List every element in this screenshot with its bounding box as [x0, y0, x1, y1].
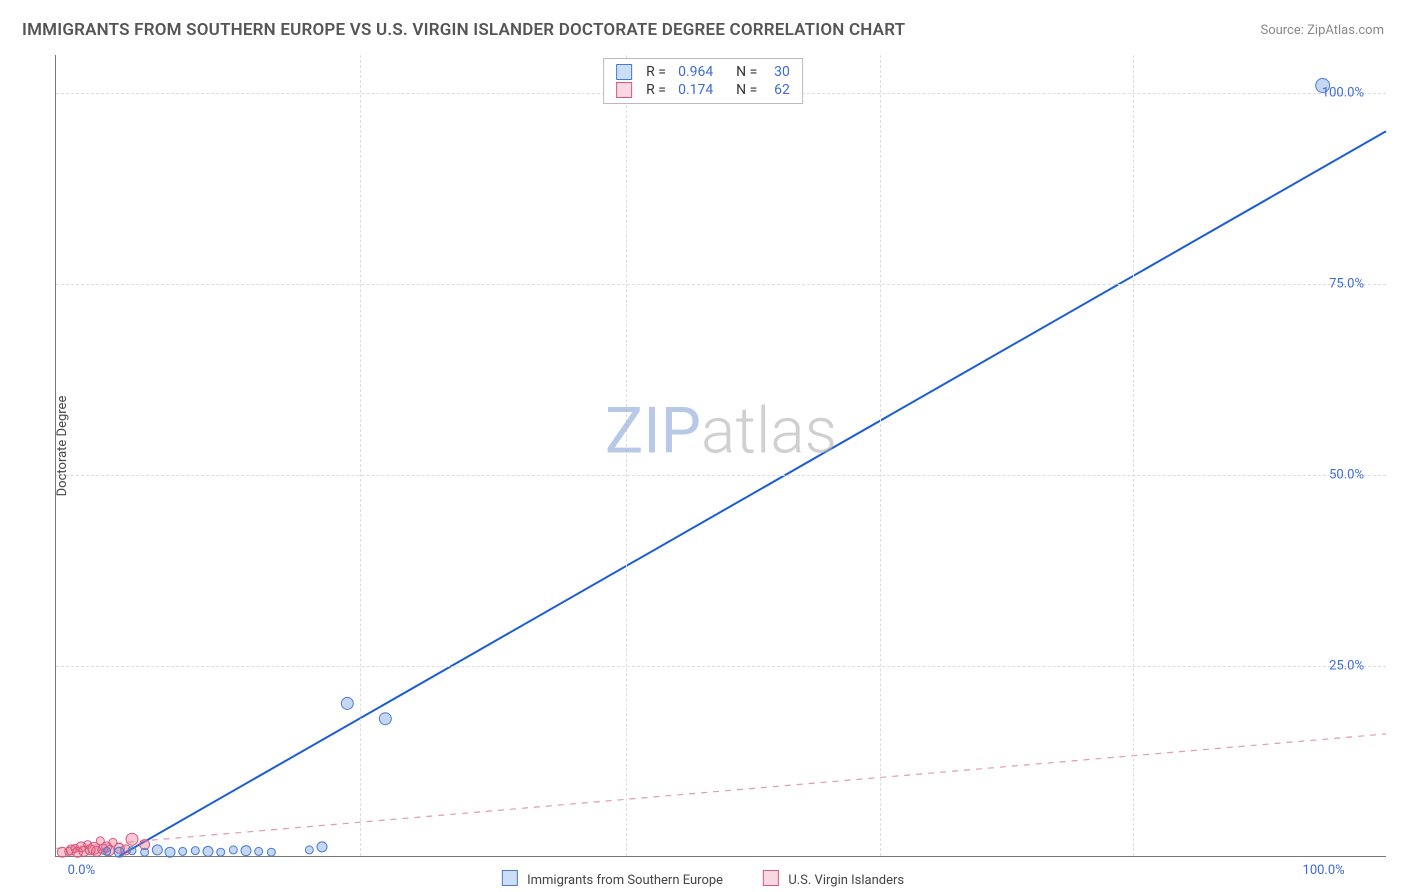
swatch-blue	[616, 64, 632, 80]
stats-legend-box: R = 0.964 N = 30 R = 0.174 N = 62	[603, 58, 803, 104]
y-tick: 75.0%	[1329, 277, 1364, 292]
swatch-pink	[616, 82, 632, 98]
y-tick: 50.0%	[1329, 468, 1364, 483]
stats-r-label: R =	[646, 64, 670, 80]
chart-svg	[56, 55, 1386, 856]
legend-item-blue: Immigrants from Southern Europe	[502, 870, 723, 888]
stats-r-label: R =	[646, 82, 670, 98]
legend-label-pink: U.S. Virgin Islanders	[788, 873, 904, 888]
swatch-blue	[502, 870, 518, 886]
x-tick: 0.0%	[68, 863, 96, 878]
stats-row-pink: R = 0.174 N = 62	[616, 81, 790, 99]
swatch-pink	[763, 870, 779, 886]
chart-plot-area: ZIPatlas 25.0%50.0%75.0%100.0%0.0%100.0%	[55, 55, 1386, 857]
stats-n-value-pink: 62	[774, 82, 790, 98]
legend-label-blue: Immigrants from Southern Europe	[527, 873, 723, 888]
stats-r-value-pink: 0.174	[678, 82, 728, 98]
stats-r-value-blue: 0.964	[678, 64, 728, 80]
legend-item-pink: U.S. Virgin Islanders	[763, 870, 904, 888]
stats-n-value-blue: 30	[774, 64, 790, 80]
stats-n-label: N =	[736, 82, 766, 98]
stats-n-label: N =	[736, 64, 766, 80]
chart-title: IMMIGRANTS FROM SOUTHERN EUROPE VS U.S. …	[22, 20, 905, 40]
x-tick: 100.0%	[1303, 863, 1345, 878]
y-tick: 25.0%	[1329, 659, 1364, 674]
source-label: Source: ZipAtlas.com	[1260, 23, 1384, 38]
stats-row-blue: R = 0.964 N = 30	[616, 63, 790, 81]
y-tick: 100.0%	[1322, 86, 1364, 101]
bottom-legend: Immigrants from Southern Europe U.S. Vir…	[502, 870, 904, 888]
